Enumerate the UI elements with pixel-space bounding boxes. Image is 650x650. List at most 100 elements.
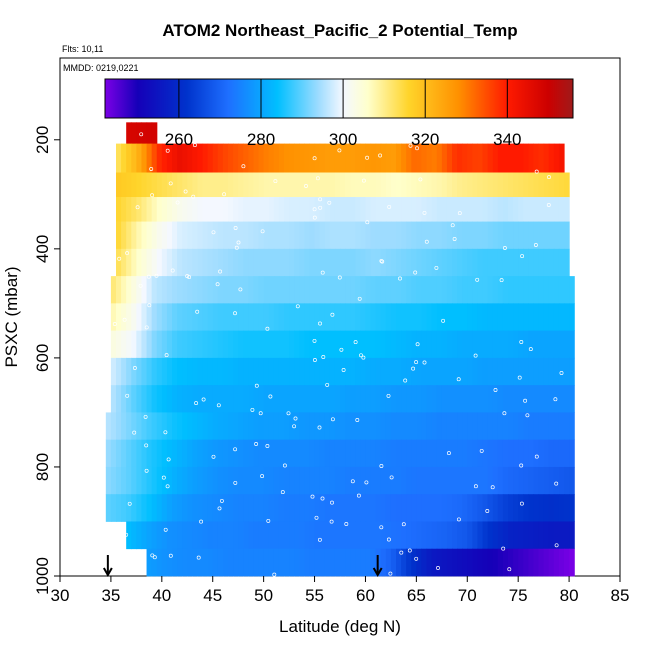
heatmap-cell <box>365 548 372 577</box>
heatmap-cell <box>528 548 535 577</box>
heatmap-cell <box>411 303 417 332</box>
heatmap-cell <box>146 439 153 468</box>
sample-dot <box>502 246 507 250</box>
sample-dot <box>185 274 190 279</box>
heatmap-cell <box>156 412 163 441</box>
sample-dot <box>414 556 419 561</box>
sample-dot <box>266 518 271 523</box>
heatmap-cell <box>426 197 433 222</box>
heatmap-cell <box>477 466 484 495</box>
heatmap-cell <box>497 221 504 250</box>
sample-dot <box>217 506 222 511</box>
heatmap-cell <box>177 172 183 198</box>
heatmap-cell <box>182 330 188 359</box>
heatmap-cell <box>390 521 397 550</box>
heatmap-cell <box>238 439 244 468</box>
heatmap-cell <box>263 439 270 468</box>
heatmap-cell <box>558 330 565 359</box>
sample-dot <box>413 270 418 275</box>
heatmap-cell <box>309 357 316 386</box>
heatmap-cell <box>294 197 300 222</box>
heatmap-cell <box>436 303 443 332</box>
heatmap-cell <box>467 466 473 495</box>
heatmap-cell <box>502 221 509 250</box>
sample-dot <box>125 393 130 398</box>
heatmap-cell <box>238 197 244 222</box>
heatmap-cell <box>472 494 479 522</box>
heatmap-cell <box>334 548 341 577</box>
heatmap-cell <box>457 385 463 413</box>
sample-dot <box>355 418 360 422</box>
heatmap-cell <box>452 143 458 173</box>
heatmap-cell <box>182 412 188 441</box>
heatmap-cell <box>253 385 260 413</box>
sample-dot <box>164 353 169 358</box>
sample-dot <box>452 237 457 241</box>
heatmap-cell <box>304 466 311 495</box>
heatmap-cell <box>457 248 463 277</box>
heatmap-cell <box>508 330 514 359</box>
heatmap-cell <box>121 385 127 413</box>
heatmap-cell <box>385 466 392 495</box>
heatmap-cell <box>121 494 127 522</box>
heatmap-cell <box>263 385 270 413</box>
heatmap-cell <box>375 412 382 441</box>
heatmap-cell <box>294 439 300 468</box>
heatmap-cell <box>258 439 265 468</box>
heatmap-cell <box>238 412 244 441</box>
heatmap-cell <box>416 248 423 277</box>
sample-dot <box>525 413 530 418</box>
heatmap-cell <box>421 439 428 468</box>
heatmap-cell <box>533 439 540 468</box>
heatmap-cell <box>416 276 423 304</box>
heatmap-cell <box>431 466 438 495</box>
heatmap-cell <box>548 521 555 550</box>
heatmap-cell <box>304 439 311 468</box>
heatmap-cell <box>497 357 504 386</box>
heatmap-cell <box>396 330 402 359</box>
heatmap-cell <box>533 330 540 359</box>
heatmap-cell <box>492 248 499 277</box>
sample-dot <box>150 193 155 198</box>
heatmap-cell <box>436 466 443 495</box>
sample-dot <box>132 430 137 435</box>
heatmap-cell <box>161 330 168 359</box>
heatmap-cell <box>284 357 290 386</box>
heatmap-cell <box>294 412 300 441</box>
heatmap-cell <box>396 412 402 441</box>
heatmap-cell <box>222 221 229 250</box>
heatmap-cell <box>492 494 499 522</box>
heatmap-cell <box>233 494 239 522</box>
heatmap-cell <box>253 172 260 198</box>
heatmap-cell <box>467 521 473 550</box>
heatmap-cell <box>345 143 351 173</box>
heatmap-cell <box>202 221 209 250</box>
heatmap-cell <box>116 357 122 386</box>
heatmap-cell <box>228 494 234 522</box>
heatmap-cell <box>217 521 224 550</box>
heatmap-cell <box>329 276 336 304</box>
heatmap-cell <box>502 248 509 277</box>
heatmap-cell <box>350 248 356 277</box>
heatmap-cell <box>482 330 489 359</box>
heatmap-cell <box>441 548 448 577</box>
heatmap-cell <box>222 197 229 222</box>
heatmap-cell <box>436 521 443 550</box>
heatmap-cell <box>406 276 412 304</box>
heatmap-cell <box>482 143 489 173</box>
heatmap-cell <box>365 248 372 277</box>
heatmap-cell <box>278 143 285 173</box>
heatmap-cell <box>243 248 249 277</box>
sample-dot <box>211 454 216 459</box>
heatmap-cell <box>411 521 417 550</box>
heatmap-cell <box>177 548 183 577</box>
heatmap-cell <box>350 521 356 550</box>
heatmap-cell <box>416 548 423 577</box>
heatmap-cell <box>217 221 224 250</box>
heatmap-cell <box>268 357 275 386</box>
sample-dot <box>456 377 461 382</box>
sample-dot <box>330 312 335 317</box>
heatmap-cell <box>385 548 392 577</box>
sample-dot <box>507 567 512 572</box>
heatmap-cell <box>543 357 550 386</box>
